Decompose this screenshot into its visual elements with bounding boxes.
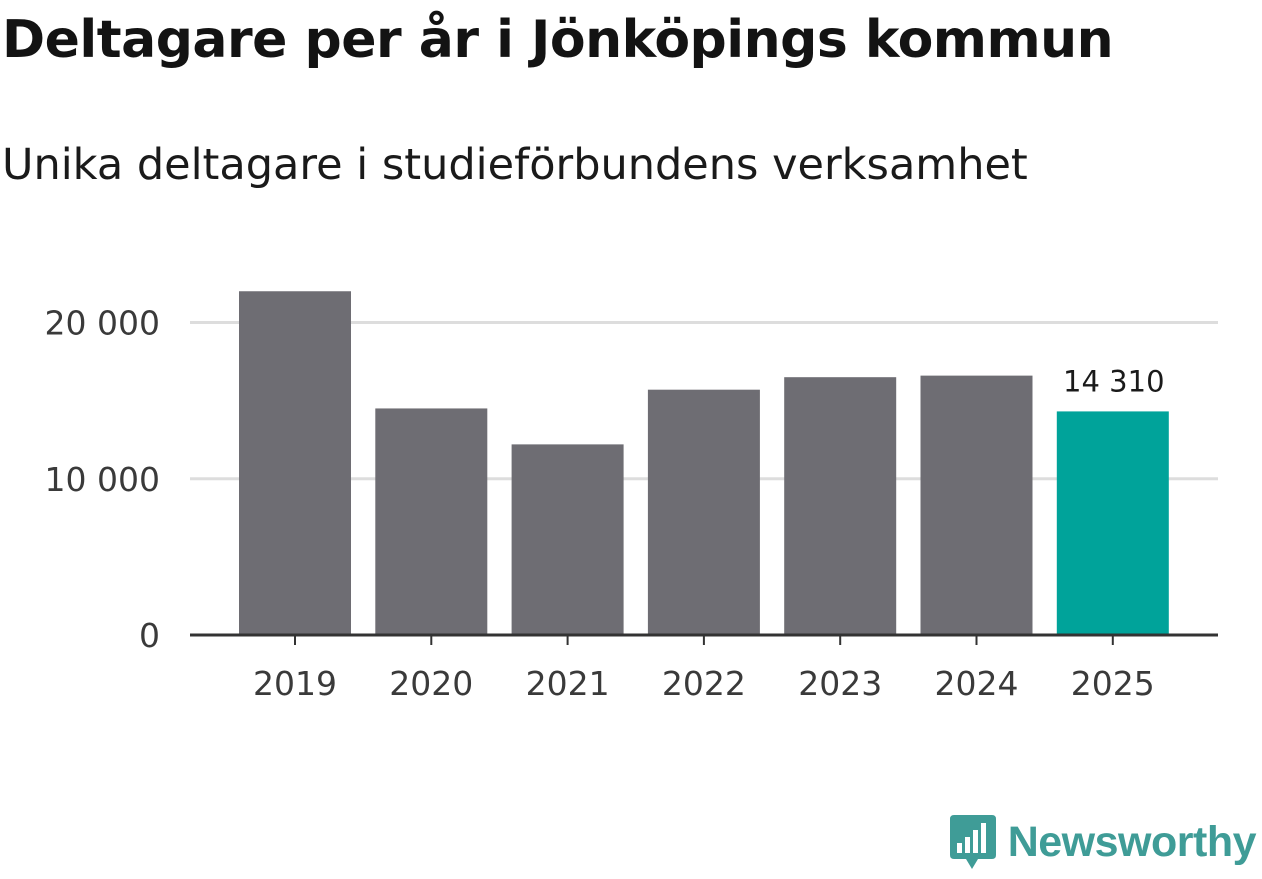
x-tick-label: 2023 [798,664,882,703]
x-tick-label: 2020 [389,664,473,703]
x-tick-label: 2021 [526,664,610,703]
chart-subtitle: Unika deltagare i studieförbundens verks… [2,140,1028,190]
bar-2023 [784,377,897,635]
bar-2022 [647,389,760,635]
bar-2024 [920,375,1033,635]
bar-chart: 0 10 000 20 000 2019 2020 2021 2022 2023 2024 202… [45,291,1218,704]
brand-name: Newsworthy [1007,817,1257,866]
labels: 0 10 000 20 000 2019 2020 2021 2022 2023 2024 202… [45,304,1165,704]
bar-2021 [511,444,624,635]
bar-2025 [1056,411,1169,635]
x-tick-label: 2022 [662,664,746,703]
x-axis [190,633,1218,645]
y-tick-label: 10 000 [45,460,160,499]
x-tick-label: 2019 [253,664,337,703]
y-tick-label: 20 000 [45,304,160,343]
bars [239,291,1169,635]
chart-title: Deltagare per år i Jönköpings kommun [2,10,1114,70]
chart-bubble-icon [949,815,996,869]
x-tick-label: 2025 [1071,664,1155,703]
x-tick-label: 2024 [935,664,1019,703]
bar-2019 [239,291,351,635]
data-label-2025: 14 310 [1063,364,1164,398]
bar-2020 [375,408,488,635]
y-tick-label: 0 [139,616,160,655]
newsworthy-logo: Newsworthy [948,813,1257,871]
